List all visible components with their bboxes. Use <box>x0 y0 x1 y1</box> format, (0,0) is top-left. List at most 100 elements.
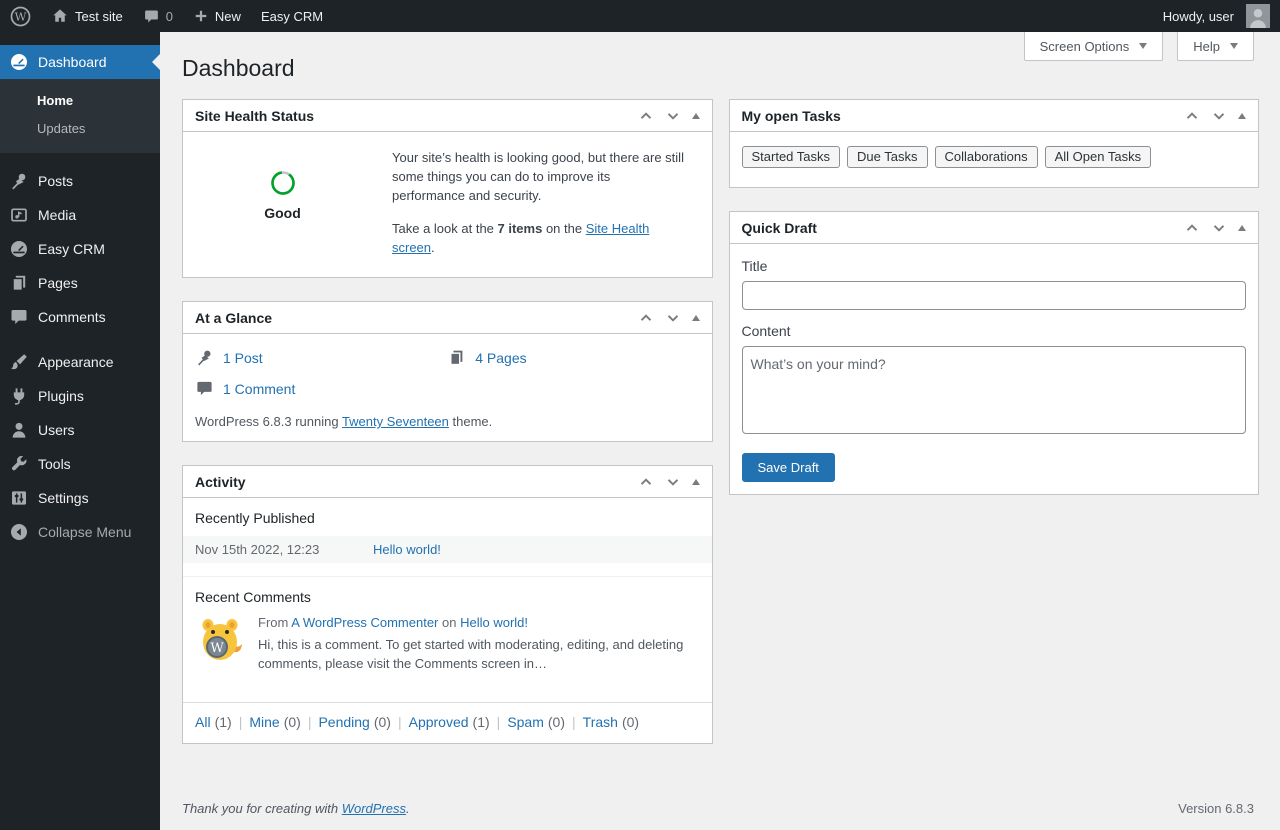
move-up-button[interactable] <box>638 310 654 326</box>
filter-pending-link[interactable]: Pending <box>318 714 370 730</box>
sidebar-item-label: Dashboard <box>38 54 107 70</box>
sidebar-item-comments[interactable]: Comments <box>0 300 160 334</box>
draft-title-label: Title <box>741 258 768 274</box>
move-down-button[interactable] <box>1211 220 1227 236</box>
sidebar-item-posts[interactable]: Posts <box>0 164 160 198</box>
submenu-item-updates[interactable]: Updates <box>37 121 86 136</box>
move-down-button[interactable] <box>1211 108 1227 124</box>
activity-widget: Activity Recently Published Nov 15th 202… <box>182 465 713 744</box>
screen-meta-tabs: Screen Options Help <box>1023 32 1254 61</box>
site-health-screen-link[interactable]: Site Health screen <box>392 221 650 255</box>
help-button[interactable]: Help <box>1177 32 1254 61</box>
cta-text: on the <box>542 221 586 236</box>
toggle-panel-button[interactable] <box>1238 112 1246 119</box>
chevron-up-icon <box>638 108 654 124</box>
draft-content-textarea[interactable] <box>741 346 1246 434</box>
sidebar-item-settings[interactable]: Settings <box>0 481 160 515</box>
wordpress-link[interactable]: WordPress <box>341 801 406 816</box>
move-down-button[interactable] <box>665 474 681 490</box>
sidebar-item-pages[interactable]: Pages <box>0 266 160 300</box>
version-text: WordPress 6.8.3 running <box>195 414 342 429</box>
toggle-panel-button[interactable] <box>691 112 700 119</box>
triangle-up-icon <box>691 314 700 321</box>
sidebar-item-appearance[interactable]: Appearance <box>0 345 160 379</box>
collapse-menu-button[interactable]: Collapse Menu <box>0 515 160 549</box>
cta-text: Take a look at the <box>392 221 498 236</box>
separator: | <box>572 714 576 730</box>
move-down-button[interactable] <box>665 108 681 124</box>
home-icon <box>51 7 69 25</box>
started-tasks-button[interactable]: Started Tasks <box>741 146 841 168</box>
sidebar-item-label: Settings <box>38 490 89 506</box>
sidebar-item-users[interactable]: Users <box>0 413 160 447</box>
site-health-progress-circle <box>270 171 295 195</box>
toggle-panel-button[interactable] <box>691 478 700 485</box>
chevron-down-icon <box>1211 220 1227 236</box>
sidebar-item-media[interactable]: Media <box>0 198 160 232</box>
posts-count-link[interactable]: 1 Post <box>223 349 263 366</box>
filter-spam-link[interactable]: Spam <box>507 714 544 730</box>
my-account-menu[interactable]: Howdy, user <box>1153 0 1280 32</box>
comment-bubble-icon <box>0 307 38 327</box>
sidebar-item-dashboard[interactable]: Dashboard <box>0 45 160 79</box>
move-down-button[interactable] <box>665 310 681 326</box>
chevron-down-icon <box>1230 43 1238 49</box>
sidebar-item-label: Easy CRM <box>38 241 105 257</box>
pages-count-link[interactable]: 4 Pages <box>475 349 527 366</box>
due-tasks-button[interactable]: Due Tasks <box>847 146 928 168</box>
my-open-tasks-widget: My open Tasks Started Tasks Due Tasks Co… <box>728 99 1259 188</box>
filter-mine-link[interactable]: Mine <box>249 714 280 730</box>
help-label: Help <box>1193 38 1220 54</box>
comment-bubble-icon <box>195 379 214 398</box>
published-post-link[interactable]: Hello world! <box>373 542 441 557</box>
main-content: Screen Options Help Dashboard Site Healt… <box>160 32 1280 830</box>
comments-menu[interactable]: 0 <box>133 0 183 32</box>
site-name-label: Test site <box>75 8 123 24</box>
page-title: Dashboard <box>182 55 295 81</box>
easy-crm-menu[interactable]: Easy CRM <box>251 0 333 32</box>
recent-comments-block: Recent Comments <box>183 576 712 702</box>
chevron-up-icon <box>1184 220 1200 236</box>
sidebar-item-tools[interactable]: Tools <box>0 447 160 481</box>
widget-column-left: Site Health Status Good <box>182 99 713 767</box>
comment-post-link[interactable]: Hello world! <box>460 615 529 630</box>
sidebar-item-label: Media <box>38 207 77 223</box>
submenu-item-home[interactable]: Home <box>37 93 74 108</box>
collaborations-button[interactable]: Collaborations <box>934 146 1038 168</box>
commenter-avatar: W <box>202 619 242 660</box>
new-content-menu[interactable]: New <box>183 0 251 32</box>
filter-count: (0) <box>547 714 566 730</box>
all-open-tasks-button[interactable]: All Open Tasks <box>1044 146 1152 168</box>
sidebar-item-easy-crm[interactable]: Easy CRM <box>0 232 160 266</box>
filter-all-link[interactable]: All <box>195 714 211 730</box>
collapse-arrow-icon <box>0 522 38 542</box>
move-up-button[interactable] <box>1184 108 1200 124</box>
comment-author-link[interactable]: A WordPress Commenter <box>291 615 439 630</box>
filter-approved-link[interactable]: Approved <box>408 714 469 730</box>
screen-options-button[interactable]: Screen Options <box>1023 32 1164 61</box>
wordpress-logo-menu[interactable]: W <box>0 0 41 32</box>
pin-icon <box>0 171 38 191</box>
wordpress-logo-icon: W <box>10 6 31 26</box>
move-up-button[interactable] <box>638 108 654 124</box>
widget-title: Activity <box>195 473 246 490</box>
chevron-down-icon <box>665 474 681 490</box>
wrench-icon <box>0 454 38 474</box>
site-health-message: Your site’s health is looking good, but … <box>392 150 684 203</box>
site-name-menu[interactable]: Test site <box>41 0 133 32</box>
move-up-button[interactable] <box>638 474 654 490</box>
brush-icon <box>0 352 38 372</box>
sidebar-item-plugins[interactable]: Plugins <box>0 379 160 413</box>
toggle-panel-button[interactable] <box>691 314 700 321</box>
theme-link[interactable]: Twenty Seventeen <box>341 414 449 429</box>
move-up-button[interactable] <box>1184 220 1200 236</box>
comments-count-link[interactable]: 1 Comment <box>223 380 296 397</box>
comment-bubble-icon <box>143 8 160 25</box>
toggle-panel-button[interactable] <box>1238 224 1246 231</box>
draft-title-input[interactable] <box>741 281 1246 310</box>
separator: | <box>307 714 312 730</box>
save-draft-button[interactable]: Save Draft <box>741 453 835 482</box>
filter-trash-link[interactable]: Trash <box>582 714 618 730</box>
admin-bar: W Test site 0 New Easy CRM Howdy, user <box>0 0 1280 32</box>
pages-icon <box>447 348 466 367</box>
